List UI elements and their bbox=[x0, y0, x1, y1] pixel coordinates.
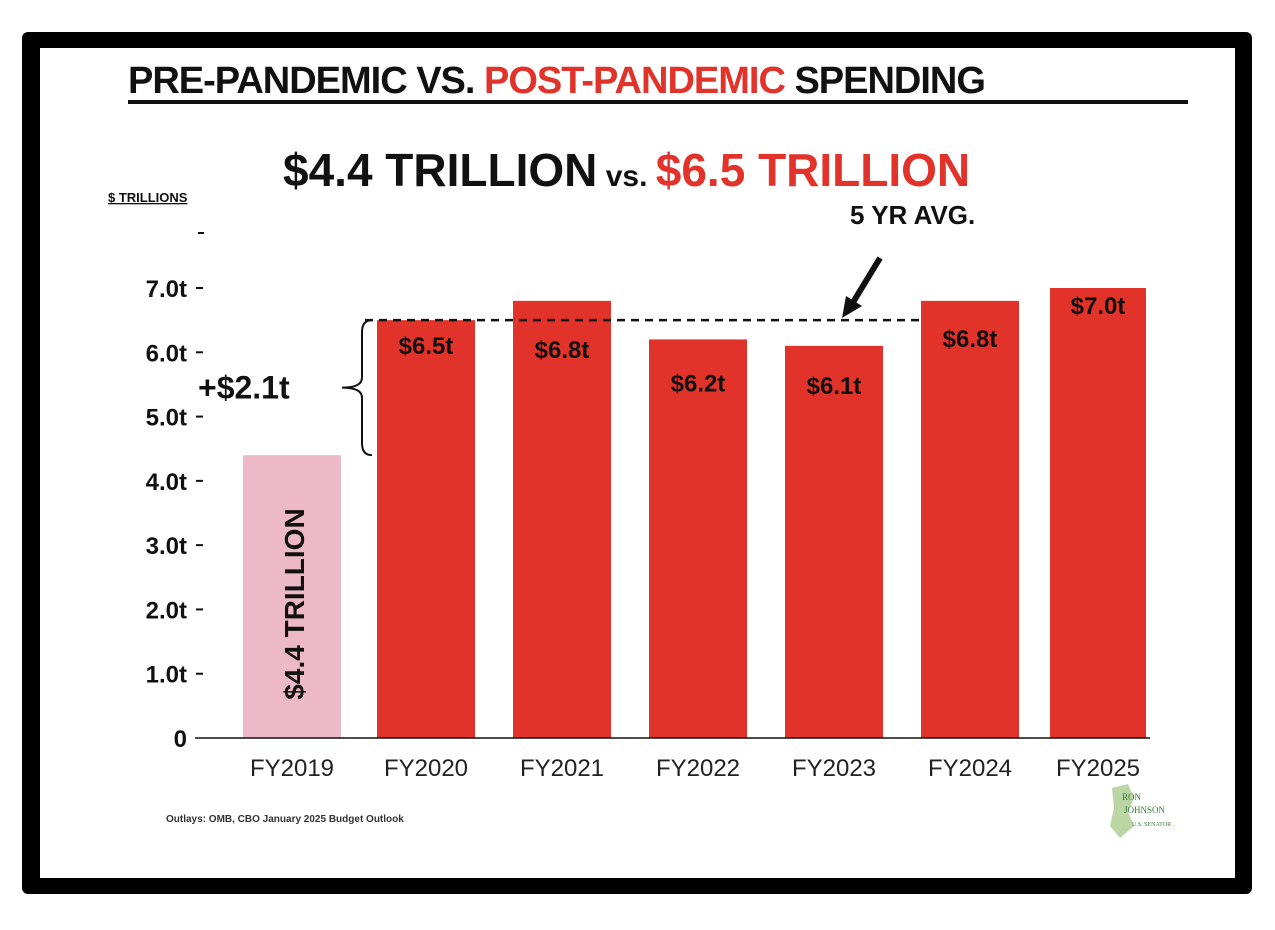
y-ticks: 0 1.0t 2.0t 3.0t 4.0t 5.0t 6.0t 7.0t bbox=[146, 276, 203, 753]
x-tick-labels: FY2019 FY2020 FY2021 FY2022 FY2023 FY2024 FY20… bbox=[250, 755, 1140, 782]
x-tick-label-fy2023: FY2023 bbox=[792, 755, 876, 782]
logo-line2: JOHNSON bbox=[1124, 805, 1166, 815]
y-tick-label: 7.0t bbox=[146, 276, 187, 303]
bar-fy2025 bbox=[1050, 288, 1146, 738]
logo-line3: U.S. SENATOR bbox=[1132, 822, 1171, 828]
bar-label-fy2020: $6.5t bbox=[399, 333, 454, 360]
chart-subtitle: $4.4 TRILLION vs. $6.5 TRILLION bbox=[283, 144, 970, 196]
title-pre: PRE-PANDEMIC VS. bbox=[128, 60, 484, 102]
title-spending: SPENDING bbox=[785, 60, 985, 102]
x-tick-label-fy2022: FY2022 bbox=[656, 755, 740, 782]
average-arrow-shaft bbox=[849, 256, 883, 306]
increase-label: +$2.1t bbox=[198, 370, 290, 406]
increase-brace bbox=[341, 319, 373, 457]
bar-label-fy2023: $6.1t bbox=[807, 373, 862, 400]
bar-fy2024 bbox=[921, 300, 1019, 738]
x-tick-label-fy2024: FY2024 bbox=[928, 755, 1012, 782]
y-tick-label: 4.0t bbox=[146, 469, 187, 496]
logo-line1: RON bbox=[1122, 792, 1142, 802]
bar-label-fy2019: $4.4 TRILLION bbox=[279, 508, 310, 699]
title-post: POST-PANDEMIC bbox=[484, 60, 785, 102]
bars: $4.4 TRILLION $6.5t $6.8t $6.2t $6.1t $6.8t $7… bbox=[243, 288, 1146, 738]
source-note: Outlays: OMB, CBO January 2025 Budget Ou… bbox=[166, 814, 404, 825]
senator-logo: RON JOHNSON U.S. SENATOR bbox=[1110, 784, 1171, 838]
bar-label-fy2022: $6.2t bbox=[671, 370, 726, 397]
x-tick-label-fy2025: FY2025 bbox=[1056, 755, 1140, 782]
y-tick-label: 6.0t bbox=[146, 340, 187, 367]
bar-label-fy2025: $7.0t bbox=[1071, 293, 1126, 320]
bar-fy2020 bbox=[377, 320, 475, 738]
subtitle-post-amount: $6.5 TRILLION bbox=[656, 144, 970, 196]
subtitle-pre-amount: $4.4 TRILLION bbox=[283, 144, 597, 196]
y-tick-label: 1.0t bbox=[146, 662, 187, 689]
subtitle-vs: vs. bbox=[597, 160, 655, 193]
x-tick-label-fy2019: FY2019 bbox=[250, 755, 334, 782]
bar-label-fy2024: $6.8t bbox=[943, 326, 998, 353]
y-axis-label: $ TRILLIONS bbox=[108, 190, 188, 205]
x-tick-label-fy2020: FY2020 bbox=[384, 755, 468, 782]
y-tick-label: 5.0t bbox=[146, 405, 187, 432]
y-tick-label: 0 bbox=[174, 726, 187, 753]
chart-panel bbox=[40, 48, 1235, 878]
chart-title: PRE-PANDEMIC VS. POST-PANDEMIC SPENDING bbox=[128, 60, 985, 102]
logo-state-shape bbox=[1110, 784, 1134, 838]
bar-fy2021 bbox=[513, 300, 611, 738]
average-label: 5 YR AVG. bbox=[850, 200, 975, 230]
y-tick-label: 3.0t bbox=[146, 533, 187, 560]
bar-fy2023 bbox=[785, 345, 883, 738]
x-tick-label-fy2021: FY2021 bbox=[520, 755, 604, 782]
average-arrow-head bbox=[842, 296, 862, 318]
bar-label-fy2021: $6.8t bbox=[535, 337, 590, 364]
bar-fy2019 bbox=[243, 455, 341, 738]
bar-fy2022 bbox=[649, 339, 747, 738]
y-tick-label: 2.0t bbox=[146, 597, 187, 624]
